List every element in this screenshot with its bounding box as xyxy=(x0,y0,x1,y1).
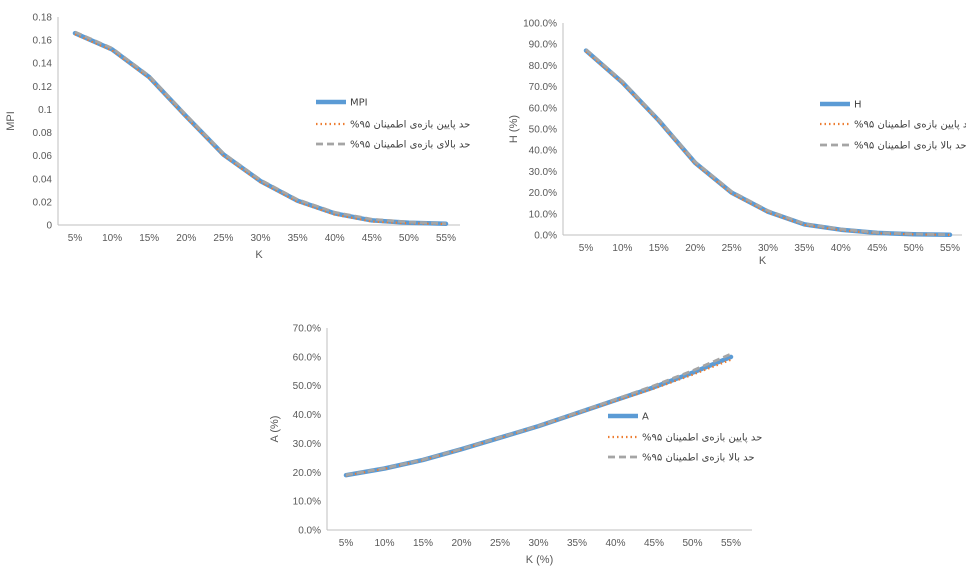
x-tick-label: 30% xyxy=(528,538,548,549)
x-axis-label: K xyxy=(759,255,767,267)
x-tick-label: 55% xyxy=(721,538,741,549)
legend-label-main: H xyxy=(854,100,862,111)
x-tick-label: 35% xyxy=(794,243,814,254)
y-tick-label: 0.0% xyxy=(298,526,321,537)
x-tick-label: 10% xyxy=(612,243,632,254)
x-tick-label: 15% xyxy=(649,243,669,254)
y-tick-label: 70.0% xyxy=(529,82,557,93)
y-tick-label: 20.0% xyxy=(529,188,557,199)
y-tick-label: 0.02 xyxy=(33,197,53,208)
x-axis-label: K xyxy=(255,249,263,261)
y-tick-label: 0.08 xyxy=(33,128,53,139)
x-tick-label: 25% xyxy=(213,233,233,244)
x-tick-label: 15% xyxy=(413,538,433,549)
x-tick-label: 40% xyxy=(325,233,345,244)
x-tick-label: 40% xyxy=(605,538,625,549)
x-tick-label: 25% xyxy=(490,538,510,549)
series-line-lower xyxy=(74,33,447,226)
legend: A حد پایین بازه‌ی اطمینان ۹۵% حد بالا بازه… xyxy=(608,412,762,464)
chart-2: 0.0% 10.0% 20.0% 30.0% 40.0% 50.0% 60.0% 70.0% 8… xyxy=(508,19,966,268)
y-tick-label: 10.0% xyxy=(293,497,321,508)
y-axis-label: A (%) xyxy=(269,416,281,443)
x-tick-label: 50% xyxy=(682,538,702,549)
x-tick-label: 30% xyxy=(250,233,270,244)
y-tick-label: 0.0% xyxy=(534,231,557,242)
y-axis-label: MPI xyxy=(5,111,17,131)
x-tick-label: 35% xyxy=(288,233,308,244)
y-tick-label: 0.06 xyxy=(33,151,53,162)
x-tick-label: 55% xyxy=(436,233,456,244)
series-line-upper xyxy=(345,352,732,477)
y-tick-label: 50.0% xyxy=(529,125,557,136)
x-tick-label: 45% xyxy=(867,243,887,254)
y-tick-label: 0.1 xyxy=(38,105,52,116)
y-tick-label: 80.0% xyxy=(529,61,557,72)
x-tick-label: 25% xyxy=(722,243,742,254)
legend-label-main: MPI xyxy=(350,98,368,109)
x-tick-label: 10% xyxy=(102,233,122,244)
y-tick-label: 100.0% xyxy=(523,19,557,30)
x-tick-label: 20% xyxy=(176,233,196,244)
series-line-upper xyxy=(74,30,447,225)
legend-label-upper: حد بالا بازه‌ی اطمینان ۹۵% xyxy=(642,453,755,464)
y-tick-label: 50.0% xyxy=(293,381,321,392)
y-tick-label: 70.0% xyxy=(293,324,321,335)
y-tick-label: 40.0% xyxy=(529,146,557,157)
x-tick-label: 5% xyxy=(339,538,354,549)
legend-label-lower: حد پایین بازه‌ی اطمینان ۹۵% xyxy=(350,120,470,131)
legend: MPI حد پایین بازه‌ی اطمینان ۹۵% حد بالای ب… xyxy=(316,98,470,151)
legend-label-upper: حد بالا بازه‌ی اطمینان ۹۵% xyxy=(854,141,966,152)
y-tick-label: 60.0% xyxy=(293,352,321,363)
legend-label-main: A xyxy=(642,412,649,423)
y-tick-label: 40.0% xyxy=(293,410,321,421)
y-tick-label: 0.04 xyxy=(33,174,53,185)
x-tick-label: 45% xyxy=(362,233,382,244)
y-tick-label: 90.0% xyxy=(529,40,557,51)
x-tick-label: 55% xyxy=(940,243,960,254)
x-tick-label: 50% xyxy=(399,233,419,244)
x-axis-label: K (%) xyxy=(526,554,554,566)
x-tick-label: 15% xyxy=(139,233,159,244)
x-tick-label: 5% xyxy=(68,233,83,244)
y-tick-label: 30.0% xyxy=(529,167,557,178)
x-tick-label: 40% xyxy=(831,243,851,254)
x-tick-label: 50% xyxy=(904,243,924,254)
y-tick-label: 30.0% xyxy=(293,439,321,450)
legend-label-lower: د پایین بازه‌ی اطمینان ۹۵% xyxy=(854,120,966,131)
x-tick-label: 20% xyxy=(685,243,705,254)
y-tick-label: 20.0% xyxy=(293,468,321,479)
x-tick-label: 35% xyxy=(567,538,587,549)
y-tick-label: 0 xyxy=(46,221,52,232)
y-tick-label: 0.18 xyxy=(33,13,53,24)
legend-label-upper: حد بالای بازه‌ی اطمینان ۹۵% xyxy=(350,140,470,151)
y-tick-label: 60.0% xyxy=(529,103,557,114)
y-tick-label: 0.12 xyxy=(33,82,53,93)
x-tick-label: 45% xyxy=(644,538,664,549)
legend-label-lower: حد پایین بازه‌ی اطمینان ۹۵% xyxy=(642,433,762,444)
y-tick-label: 10.0% xyxy=(529,209,557,220)
series-line-upper xyxy=(585,48,951,237)
chart-3: 0.0% 10.0% 20.0% 30.0% 40.0% 50.0% 60.0% 70.0% 5… xyxy=(269,324,762,567)
x-tick-label: 20% xyxy=(451,538,471,549)
x-tick-label: 30% xyxy=(758,243,778,254)
y-tick-label: 0.14 xyxy=(33,59,53,70)
x-tick-label: 5% xyxy=(579,243,594,254)
y-axis-label: H (%) xyxy=(508,115,520,143)
y-tick-label: 0.16 xyxy=(33,36,53,47)
x-tick-label: 10% xyxy=(374,538,394,549)
chart-1: 0 0.02 0.04 0.06 0.08 0.1 0.12 0.14 0.16 0.18 5% 10… xyxy=(5,13,470,262)
legend: H د پایین بازه‌ی اطمینان ۹۵% حد بالا بازه‌… xyxy=(820,100,966,152)
